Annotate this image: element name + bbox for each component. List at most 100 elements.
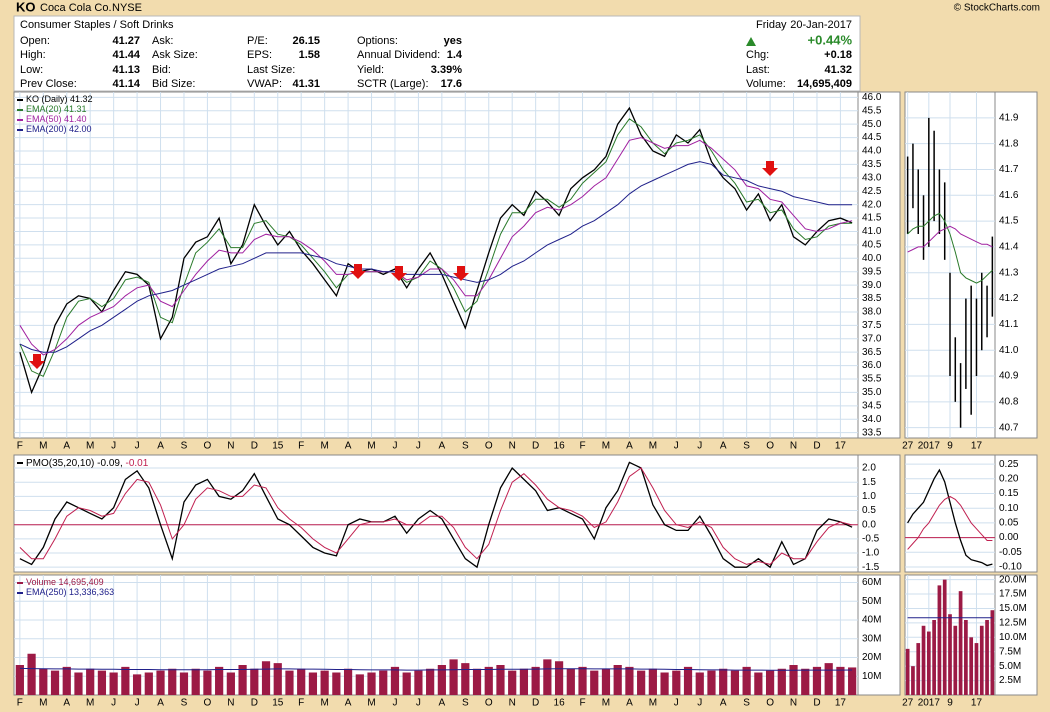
y-tick-label: 7.5M <box>999 646 1021 657</box>
y-tick-label: 40M <box>862 615 881 626</box>
red-arrow <box>350 264 366 279</box>
field-value: 3.39% <box>431 64 462 76</box>
signal-arrows <box>29 161 778 369</box>
line <box>19 106 853 395</box>
up-arrow <box>746 37 756 46</box>
bar <box>508 670 517 695</box>
bar <box>905 648 910 695</box>
x-tick-label: N <box>509 441 516 452</box>
x-tick-label: 17 <box>835 441 847 452</box>
line <box>907 225 993 253</box>
y-tick-label: 37.0 <box>862 333 882 344</box>
y-tick-label: 37.5 <box>862 320 882 331</box>
y-tick-label: 35.0 <box>862 387 882 398</box>
y-tick-label: 35.5 <box>862 374 882 385</box>
bar <box>39 668 48 695</box>
bar <box>812 666 822 695</box>
y-tick-label: 41.6 <box>999 190 1019 201</box>
y-tick-label: 41.3 <box>999 267 1019 278</box>
x-tick-label: S <box>462 441 469 452</box>
y-tick-label: 41.5 <box>862 213 882 224</box>
field-label: Bid: <box>152 64 171 76</box>
red-arrow <box>391 266 407 281</box>
x-tick-label: S <box>743 441 750 452</box>
x-tick-label: M <box>649 698 657 709</box>
x-tick-label: 16 <box>554 441 566 452</box>
bar <box>226 672 235 695</box>
y-tick-label: 40.8 <box>999 396 1019 407</box>
x-tick-label: J <box>111 441 116 452</box>
x-tick-label: 17 <box>835 698 847 709</box>
bar <box>215 666 224 695</box>
bar <box>203 670 212 695</box>
y-tick-label: 36.5 <box>862 347 882 358</box>
x-tick-label: N <box>790 441 797 452</box>
y-tick-label: 41.2 <box>999 293 1019 304</box>
y-tick-label: 41.5 <box>999 216 1019 227</box>
bar <box>484 666 493 695</box>
y-tick-label: 46.0 <box>862 92 882 103</box>
x-tick-label: J <box>697 441 702 452</box>
plot-area <box>904 454 996 573</box>
x-tick-label: M <box>649 441 657 452</box>
x-tick-label: N <box>509 698 516 709</box>
y-tick-label: -0.10 <box>999 562 1022 573</box>
quote-header: KO Coca Cola Co. NYSE © StockCharts.com … <box>13 0 1040 92</box>
x-tick-label: 16 <box>554 698 566 709</box>
y-tick-label: -0.5 <box>862 533 880 544</box>
x-tick-label: A <box>345 441 352 452</box>
y-tick-label: 0.5 <box>862 505 876 516</box>
field-label: Chg: <box>746 49 769 61</box>
y-tick-label: 40.9 <box>999 371 1019 382</box>
field-value: 41.44 <box>112 49 140 61</box>
bar <box>390 666 400 695</box>
y-tick-label: 41.8 <box>999 138 1019 149</box>
legend-entry: EMA(250) 13,336,363 <box>26 587 114 597</box>
x-tick-label: J <box>111 698 116 709</box>
bar <box>308 672 318 695</box>
bar <box>554 661 564 695</box>
x-tick-label: 17 <box>971 441 983 452</box>
x-tick-label: 15 <box>272 698 284 709</box>
y-tick-label: 33.5 <box>862 427 882 438</box>
y-tick-label: 0.00 <box>999 532 1019 543</box>
line <box>19 118 853 377</box>
bar <box>730 670 740 695</box>
x-tick-label: O <box>766 441 774 452</box>
y-tick-label: 12.5M <box>999 618 1027 629</box>
legend-name: Volume <box>26 577 56 587</box>
y-tick-label: 34.0 <box>862 414 882 425</box>
legend-value: 41.32 <box>70 94 93 104</box>
red-arrow <box>453 266 469 281</box>
x-tick-label: D <box>813 441 820 452</box>
bar <box>297 668 306 695</box>
x-tick-label: 27 <box>902 698 914 709</box>
x-tick-label: J <box>392 698 397 709</box>
x-tick-label: D <box>532 441 539 452</box>
x-tick-label: M <box>320 698 328 709</box>
bar <box>921 625 926 695</box>
line <box>907 495 993 550</box>
bar <box>191 668 200 695</box>
x-tick-label: J <box>697 698 702 709</box>
y-tick-label: 40.0 <box>862 253 882 264</box>
bar <box>179 672 189 695</box>
bar <box>402 672 411 695</box>
bar <box>343 668 353 695</box>
bar <box>355 674 364 695</box>
field-label: High: <box>20 49 46 61</box>
y-tick-label: 40.5 <box>862 240 882 251</box>
y-tick-label: 34.5 <box>862 400 882 411</box>
y-tick-label: 43.0 <box>862 172 882 183</box>
x-tick-label: F <box>17 441 23 452</box>
field-label: Yield: <box>357 64 384 76</box>
y-tick-label: 0.0 <box>862 519 876 530</box>
legend-entry: Volume 14,695,409 <box>26 577 104 587</box>
x-tick-label: S <box>181 441 188 452</box>
line <box>19 667 853 671</box>
bar <box>121 666 130 695</box>
field-label: Bid Size: <box>152 78 195 90</box>
x-tick-label: F <box>17 698 23 709</box>
red-arrow <box>762 161 778 176</box>
